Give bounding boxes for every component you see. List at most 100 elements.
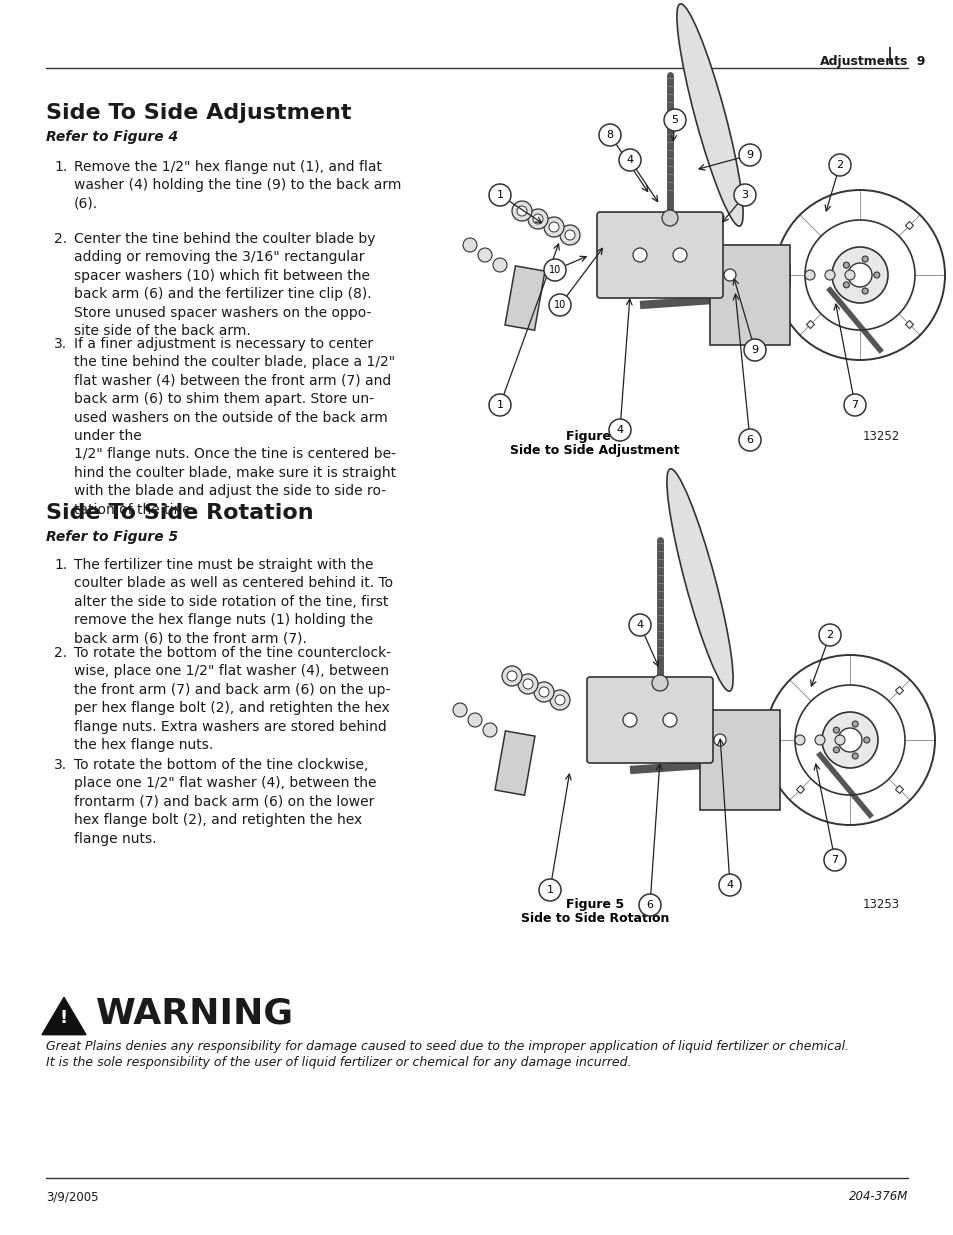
Circle shape (639, 894, 660, 916)
Circle shape (538, 687, 548, 697)
Circle shape (843, 394, 865, 416)
Text: Refer to Figure 4: Refer to Figure 4 (46, 130, 178, 144)
Circle shape (844, 270, 854, 280)
Circle shape (453, 703, 467, 718)
Polygon shape (796, 785, 803, 794)
FancyBboxPatch shape (586, 677, 712, 763)
Circle shape (462, 238, 476, 252)
Circle shape (477, 248, 492, 262)
Circle shape (837, 727, 862, 752)
Circle shape (733, 184, 755, 206)
Text: 204-376M: 204-376M (848, 1191, 907, 1203)
Polygon shape (42, 998, 86, 1035)
Text: 10: 10 (554, 300, 565, 310)
Circle shape (862, 737, 869, 743)
Text: To rotate the bottom of the tine counterclock-
wise, place one 1/2" flat washer : To rotate the bottom of the tine counter… (74, 646, 391, 752)
Circle shape (548, 294, 571, 316)
Circle shape (842, 262, 848, 268)
Text: It is the sole responsibility of the user of liquid fertilizer or chemical for a: It is the sole responsibility of the use… (46, 1056, 631, 1070)
Circle shape (501, 666, 521, 685)
Ellipse shape (666, 469, 732, 692)
Text: 13253: 13253 (862, 898, 899, 911)
Circle shape (506, 671, 517, 680)
Polygon shape (904, 321, 913, 329)
Text: Figure 4: Figure 4 (565, 430, 623, 443)
Text: 4: 4 (725, 881, 733, 890)
Circle shape (823, 848, 845, 871)
Text: Side to Side Adjustment: Side to Side Adjustment (510, 445, 679, 457)
Circle shape (522, 679, 533, 689)
Text: 1: 1 (496, 400, 503, 410)
Bar (495, 731, 535, 795)
Polygon shape (895, 785, 902, 794)
Text: 1.: 1. (54, 558, 67, 572)
Circle shape (543, 259, 565, 282)
Text: 4: 4 (616, 425, 623, 435)
Circle shape (821, 713, 877, 768)
Circle shape (804, 270, 814, 280)
Text: Figure 5: Figure 5 (565, 898, 623, 911)
Circle shape (831, 247, 887, 303)
Circle shape (739, 429, 760, 451)
Circle shape (633, 248, 646, 262)
Circle shape (468, 713, 481, 727)
Text: Side To Side Rotation: Side To Side Rotation (46, 503, 314, 522)
Circle shape (662, 713, 677, 727)
Circle shape (618, 149, 640, 170)
Circle shape (663, 109, 685, 131)
Text: 2.: 2. (54, 646, 67, 659)
Circle shape (564, 230, 575, 240)
Text: Side To Side Adjustment: Side To Side Adjustment (46, 103, 351, 124)
Circle shape (517, 206, 526, 216)
Text: Great Plains denies any responsibility for damage caused to seed due to the impr: Great Plains denies any responsibility f… (46, 1040, 848, 1053)
Text: 7: 7 (831, 855, 838, 864)
Circle shape (512, 201, 532, 221)
Circle shape (743, 338, 765, 361)
Circle shape (842, 282, 848, 288)
Circle shape (489, 394, 511, 416)
Text: Side to Side Rotation: Side to Side Rotation (520, 911, 668, 925)
Circle shape (550, 690, 569, 710)
Text: 3: 3 (740, 190, 748, 200)
Text: Adjustments: Adjustments (819, 56, 907, 68)
Text: !: ! (60, 1009, 68, 1028)
Circle shape (833, 727, 839, 734)
Text: 9: 9 (907, 56, 924, 68)
Text: Remove the 1/2" hex flange nut (1), and flat
washer (4) holding the tine (9) to : Remove the 1/2" hex flange nut (1), and … (74, 161, 401, 211)
Circle shape (873, 272, 879, 278)
Circle shape (672, 248, 686, 262)
Polygon shape (649, 266, 789, 285)
Circle shape (489, 184, 511, 206)
Circle shape (862, 256, 867, 262)
Circle shape (555, 695, 564, 705)
Polygon shape (639, 730, 780, 750)
Text: 1: 1 (546, 885, 553, 895)
Circle shape (493, 258, 506, 272)
Text: 2: 2 (825, 630, 833, 640)
Text: The fertilizer tine must be straight with the
coulter blade as well as centered : The fertilizer tine must be straight wit… (74, 558, 393, 646)
Text: To rotate the bottom of the tine clockwise,
place one 1/2" flat washer (4), betw: To rotate the bottom of the tine clockwi… (74, 758, 376, 846)
Text: 1: 1 (496, 190, 503, 200)
Polygon shape (895, 687, 902, 694)
Circle shape (548, 222, 558, 232)
Circle shape (794, 735, 804, 745)
Text: 6: 6 (745, 435, 753, 445)
Circle shape (814, 735, 824, 745)
Circle shape (713, 734, 725, 746)
Circle shape (622, 713, 637, 727)
Circle shape (818, 624, 841, 646)
Circle shape (723, 269, 735, 282)
Circle shape (651, 676, 667, 692)
Circle shape (628, 614, 650, 636)
Text: WARNING: WARNING (96, 995, 294, 1030)
Text: 6: 6 (646, 900, 653, 910)
Text: 13252: 13252 (862, 430, 899, 443)
Circle shape (559, 225, 579, 245)
Bar (700, 710, 780, 810)
Bar (709, 245, 789, 345)
Circle shape (828, 154, 850, 177)
Ellipse shape (677, 4, 742, 226)
Text: 4: 4 (636, 620, 643, 630)
Circle shape (834, 735, 844, 745)
Circle shape (851, 753, 858, 760)
